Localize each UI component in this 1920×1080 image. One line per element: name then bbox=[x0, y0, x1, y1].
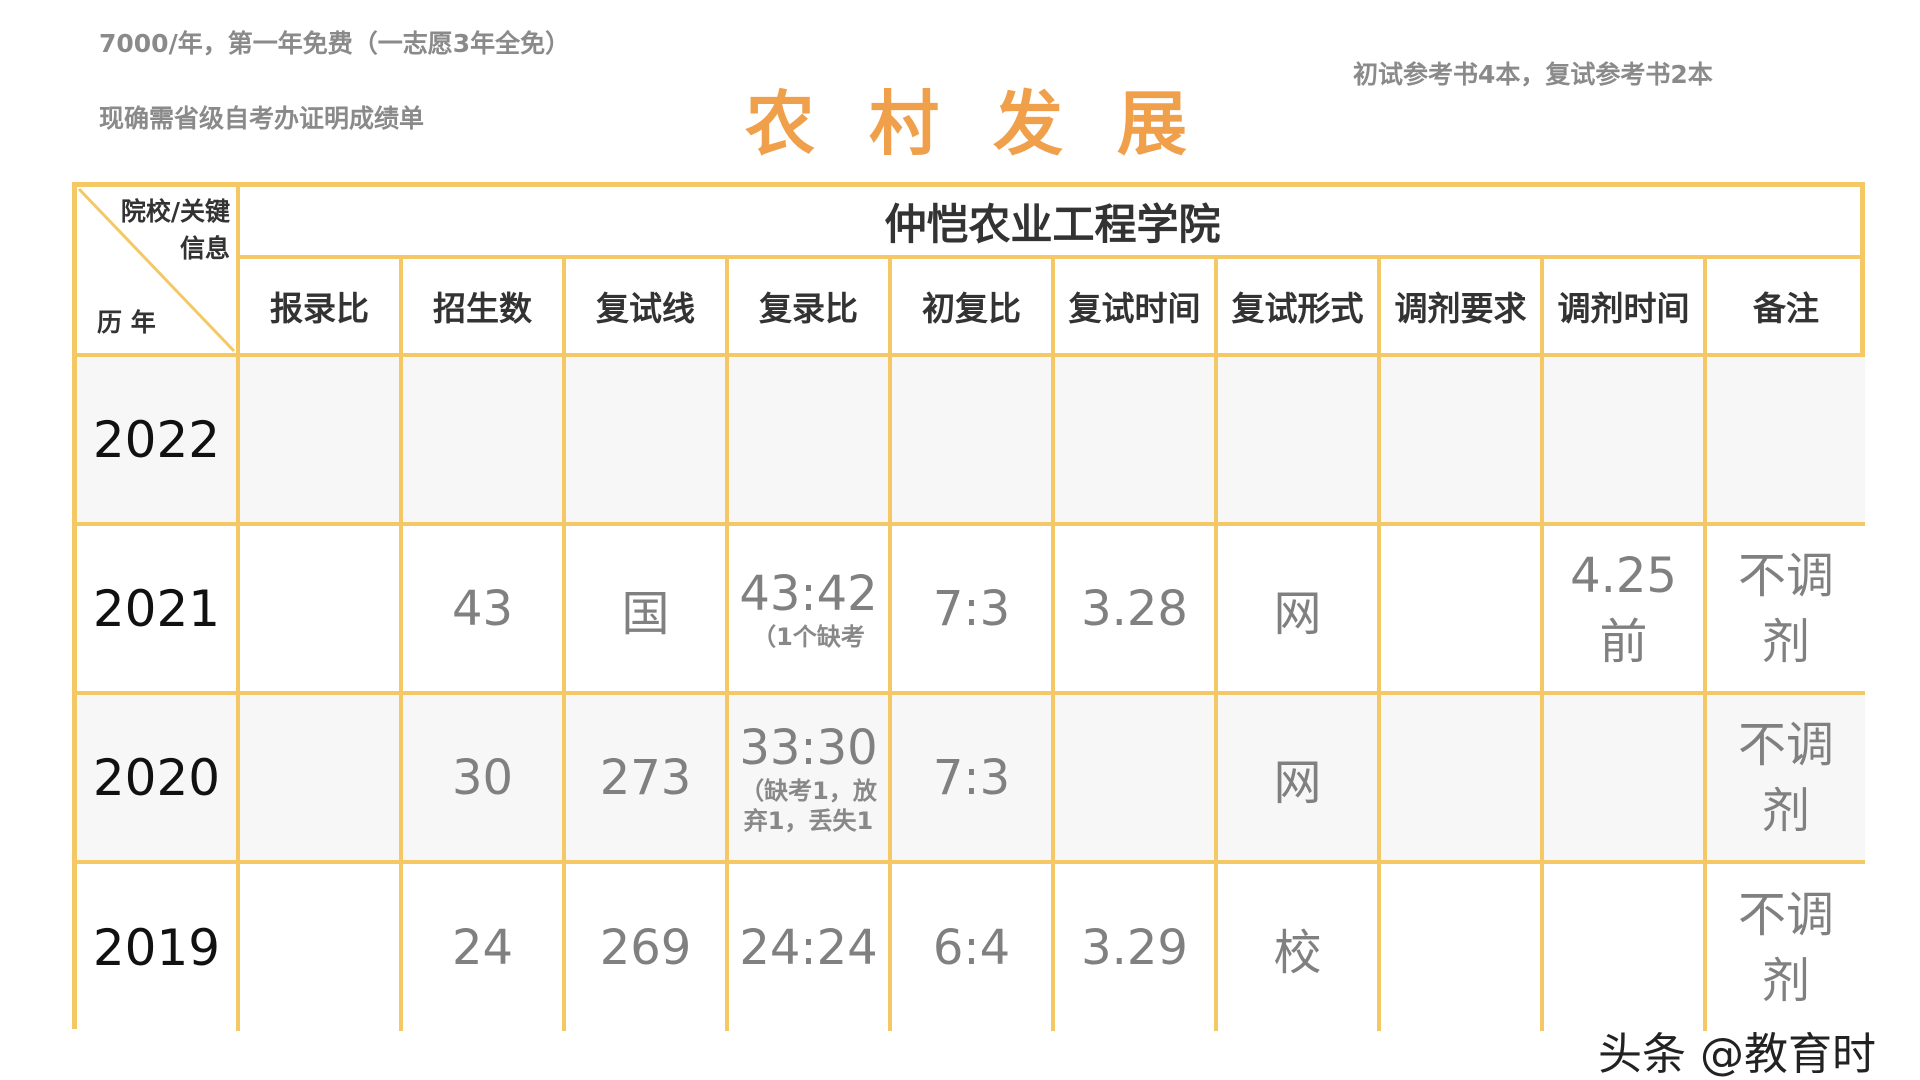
year-cell: 2020 bbox=[77, 695, 240, 864]
cell-value: 24:24 bbox=[739, 919, 878, 976]
table-cell: 7:3 bbox=[892, 695, 1055, 864]
table-cell: 24 bbox=[403, 864, 566, 1031]
table-cell bbox=[1381, 357, 1544, 526]
column-header: 调剂时间 bbox=[1544, 259, 1707, 357]
year-cell: 2021 bbox=[77, 526, 240, 695]
cell-value: 269 bbox=[599, 919, 692, 976]
table-cell: 6:4 bbox=[892, 864, 1055, 1031]
table-cell bbox=[729, 357, 892, 526]
table-cell: 不调剂 bbox=[1707, 695, 1865, 864]
table-cell bbox=[403, 357, 566, 526]
table-cell bbox=[240, 864, 403, 1031]
cell-value: 3.29 bbox=[1081, 919, 1188, 976]
cell-value: 不调剂 bbox=[1737, 716, 1834, 839]
corner-bottom-label: 历 年 bbox=[97, 308, 156, 337]
column-header: 调剂要求 bbox=[1381, 259, 1544, 357]
table-cell bbox=[240, 695, 403, 864]
corner-top-label: 院校/关键信息 bbox=[120, 197, 230, 263]
corner-header: 院校/关键信息 历 年 bbox=[77, 187, 240, 357]
cell-value: 不调剂 bbox=[1737, 547, 1834, 670]
year-cell: 2019 bbox=[77, 864, 240, 1031]
cell-value: 国 bbox=[621, 585, 670, 642]
cell-value: 43 bbox=[451, 580, 514, 637]
cell-note: （1个缺考 bbox=[752, 622, 865, 651]
column-header: 复试时间 bbox=[1055, 259, 1218, 357]
table-cell bbox=[240, 526, 403, 695]
table-cell bbox=[1544, 357, 1707, 526]
cell-value: 不调剂 bbox=[1737, 886, 1834, 1009]
table-cell: 33:30 （缺考1，放弃1，丢失1 bbox=[729, 695, 892, 864]
cell-value: 校 bbox=[1273, 924, 1322, 981]
year-cell: 2022 bbox=[77, 357, 240, 526]
table-cell bbox=[1218, 357, 1381, 526]
column-header: 报录比 bbox=[240, 259, 403, 357]
table-cell: 不调剂 bbox=[1707, 526, 1865, 695]
table-cell: 3.28 bbox=[1055, 526, 1218, 695]
table-cell: 4.25前 bbox=[1544, 526, 1707, 695]
column-header: 备注 bbox=[1707, 259, 1865, 357]
table-cell: 3.29 bbox=[1055, 864, 1218, 1031]
cell-value: 273 bbox=[599, 749, 692, 806]
books-note: 初试参考书4本，复试参考书2本 bbox=[1353, 60, 1713, 89]
table-cell bbox=[1381, 526, 1544, 695]
table-cell: 网 bbox=[1218, 695, 1381, 864]
table-cell bbox=[1381, 695, 1544, 864]
column-header: 复试形式 bbox=[1218, 259, 1381, 357]
table-cell bbox=[240, 357, 403, 526]
table-cell: 24:24 bbox=[729, 864, 892, 1031]
table-cell bbox=[566, 357, 729, 526]
cell-note: （缺考1，放弃1，丢失1 bbox=[740, 776, 877, 835]
proof-note: 现确需省级自考办证明成绩单 bbox=[99, 104, 425, 133]
cell-value: 33:30 bbox=[739, 719, 878, 776]
table-cell: 网 bbox=[1218, 526, 1381, 695]
table-cell: 不调剂 bbox=[1707, 864, 1865, 1031]
cell-value: 7:3 bbox=[932, 580, 1011, 637]
page-title: 农村发展 bbox=[745, 82, 1241, 165]
cell-value: 3.28 bbox=[1081, 580, 1188, 637]
table-cell bbox=[1707, 357, 1865, 526]
fee-note: 7000/年，第一年免费（一志愿3年全免） bbox=[99, 29, 571, 58]
table-cell: 269 bbox=[566, 864, 729, 1031]
cell-value: 6:4 bbox=[932, 919, 1011, 976]
cell-value: 43:42 bbox=[739, 565, 878, 622]
table-cell bbox=[1055, 357, 1218, 526]
table-cell: 校 bbox=[1218, 864, 1381, 1031]
cell-value: 7:3 bbox=[932, 749, 1011, 806]
table-cell: 43:42 （1个缺考 bbox=[729, 526, 892, 695]
cell-value: 4.25前 bbox=[1570, 547, 1677, 670]
cell-value: 网 bbox=[1273, 585, 1322, 642]
table-cell: 43 bbox=[403, 526, 566, 695]
cell-value: 网 bbox=[1273, 754, 1322, 811]
table-cell: 7:3 bbox=[892, 526, 1055, 695]
diagonal-line bbox=[77, 187, 236, 353]
table-cell bbox=[892, 357, 1055, 526]
column-header: 招生数 bbox=[403, 259, 566, 357]
table-cell: 30 bbox=[403, 695, 566, 864]
column-header: 复录比 bbox=[729, 259, 892, 357]
table-cell bbox=[1055, 695, 1218, 864]
watermark: 头条 @教育时 bbox=[1598, 1029, 1876, 1080]
cell-value: 30 bbox=[451, 749, 514, 806]
table-cell bbox=[1381, 864, 1544, 1031]
table-cell: 国 bbox=[566, 526, 729, 695]
column-header: 初复比 bbox=[892, 259, 1055, 357]
school-name: 仲恺农业工程学院 bbox=[240, 187, 1865, 259]
cell-value: 24 bbox=[451, 919, 514, 976]
table-cell bbox=[1544, 864, 1707, 1031]
admission-table: 院校/关键信息 历 年 仲恺农业工程学院 报录比 招生数 复试线 复录比 初复比 复试时间… bbox=[72, 182, 1865, 1031]
column-header: 复试线 bbox=[566, 259, 729, 357]
table-cell: 273 bbox=[566, 695, 729, 864]
table-cell bbox=[1544, 695, 1707, 864]
